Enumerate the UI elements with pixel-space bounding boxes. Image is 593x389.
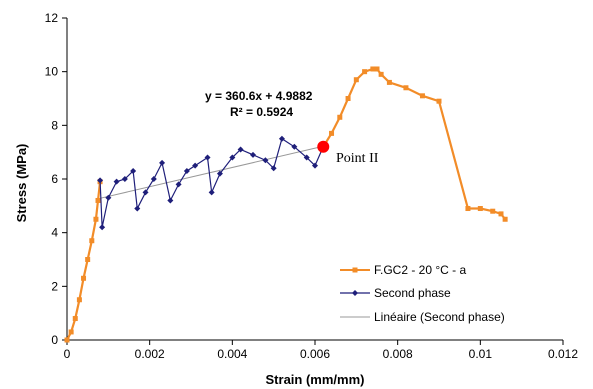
series-fgc2-point xyxy=(502,216,508,222)
series-fgc2-point xyxy=(353,77,359,83)
series-second-phase-point xyxy=(229,154,236,161)
series-second-phase-point xyxy=(183,167,190,174)
y-tick-label: 8 xyxy=(51,118,58,132)
series-second-phase-point xyxy=(99,224,106,231)
series-fgc2-point xyxy=(490,208,496,214)
series-second-phase-point xyxy=(237,146,244,153)
series-second-phase-point xyxy=(312,162,318,169)
series-second-phase-point xyxy=(134,205,141,212)
series-fgc2-point xyxy=(498,211,504,217)
series-second-phase-point xyxy=(270,165,277,172)
legend-marker-second-phase xyxy=(352,290,358,296)
series-second-phase-point xyxy=(204,154,211,161)
x-tick-label: 0.006 xyxy=(300,347,330,361)
x-tick-label: 0.01 xyxy=(469,347,493,361)
series-second-phase-point xyxy=(105,194,112,201)
series-second-phase-point xyxy=(303,154,310,161)
y-axis-title: Stress (MPa) xyxy=(14,144,29,223)
series-fgc2-point xyxy=(72,316,78,322)
series-layer xyxy=(64,66,508,343)
series-second-phase-point xyxy=(175,181,182,188)
series-fgc2-point xyxy=(362,69,368,75)
series-fgc2-point xyxy=(64,337,70,343)
series-fgc2-line xyxy=(322,67,507,220)
point-ii-marker xyxy=(317,140,330,153)
trendline xyxy=(99,145,324,199)
series-second-phase-point xyxy=(262,157,269,164)
series-fgc2-point xyxy=(465,206,471,212)
series-fgc2-point xyxy=(477,206,483,212)
series-second-phase-point xyxy=(167,197,174,204)
series-fgc2-point xyxy=(386,79,392,85)
y-tick-label: 6 xyxy=(51,172,58,186)
series-fgc2-point xyxy=(374,66,380,72)
series-second-phase-point xyxy=(121,176,128,182)
series-second-phase-point xyxy=(291,143,298,150)
legend: F.GC2 - 20 °C - a Second phase Linéaire … xyxy=(340,263,505,324)
series-fgc2-point xyxy=(378,71,384,77)
series-second-phase-point xyxy=(250,151,256,158)
series-second-phase-point xyxy=(192,162,199,169)
y-tick-label: 2 xyxy=(51,279,58,293)
axes: 0 0.002 0.004 0.006 0.008 0.01 0.012 0 2 4 6 8 10 12 xyxy=(45,11,579,361)
series-fgc2-point xyxy=(85,257,91,262)
x-axis-title: Strain (mm/mm) xyxy=(266,372,365,387)
series-fgc2-point xyxy=(329,130,335,136)
series-second-phase-point xyxy=(142,189,149,196)
y-tick-label: 10 xyxy=(45,65,59,79)
series-fgc2-line xyxy=(66,181,102,341)
series-fgc2-point xyxy=(403,85,409,91)
series-fgc2-point xyxy=(436,98,442,104)
series-fgc2-point xyxy=(76,297,82,303)
series-fgc2-point xyxy=(370,66,376,72)
x-tick-label: 0.008 xyxy=(383,347,413,361)
point-ii-label: Point II xyxy=(336,151,379,166)
x-tick-label: 0 xyxy=(64,347,71,361)
series-second-phase-point xyxy=(216,170,223,177)
legend-marker-fgc2 xyxy=(352,267,358,273)
series-fgc2-point xyxy=(68,329,74,335)
series-second-phase-point xyxy=(150,176,157,182)
series-second-phase-point xyxy=(113,178,120,185)
series-fgc2-point xyxy=(89,238,95,244)
legend-label-lineaire: Linéaire (Second phase) xyxy=(374,310,505,324)
series-fgc2-point xyxy=(81,275,87,281)
series-fgc2-point xyxy=(337,114,343,120)
series-fgc2-point xyxy=(419,93,425,99)
x-tick-label: 0.012 xyxy=(548,347,578,361)
x-tick-label: 0.004 xyxy=(217,347,247,361)
series-fgc2-point xyxy=(93,216,99,222)
trendline-equation: y = 360.6x + 4.9882 xyxy=(205,89,313,103)
series-second-phase-point xyxy=(159,159,166,166)
x-tick-label: 0.002 xyxy=(135,347,165,361)
y-tick-label: 4 xyxy=(51,226,58,240)
series-second-phase-point xyxy=(278,135,285,142)
series-second-phase-point xyxy=(208,189,215,196)
series-second-phase-line xyxy=(99,137,324,228)
series-second-phase-point xyxy=(97,177,104,184)
y-tick-label: 0 xyxy=(51,333,58,347)
trendline-r-squared: R² = 0.5924 xyxy=(230,105,293,119)
annotation-layer: y = 360.6x + 4.9882 R² = 0.5924 Point II xyxy=(205,89,379,166)
series-fgc2-point xyxy=(95,197,101,203)
series-fgc2-point xyxy=(345,96,351,101)
legend-label-fgc2: F.GC2 - 20 °C - a xyxy=(374,263,466,277)
series-second-phase-point xyxy=(130,167,137,174)
legend-label-second-phase: Second phase xyxy=(374,286,451,300)
y-tick-label: 12 xyxy=(45,11,59,25)
